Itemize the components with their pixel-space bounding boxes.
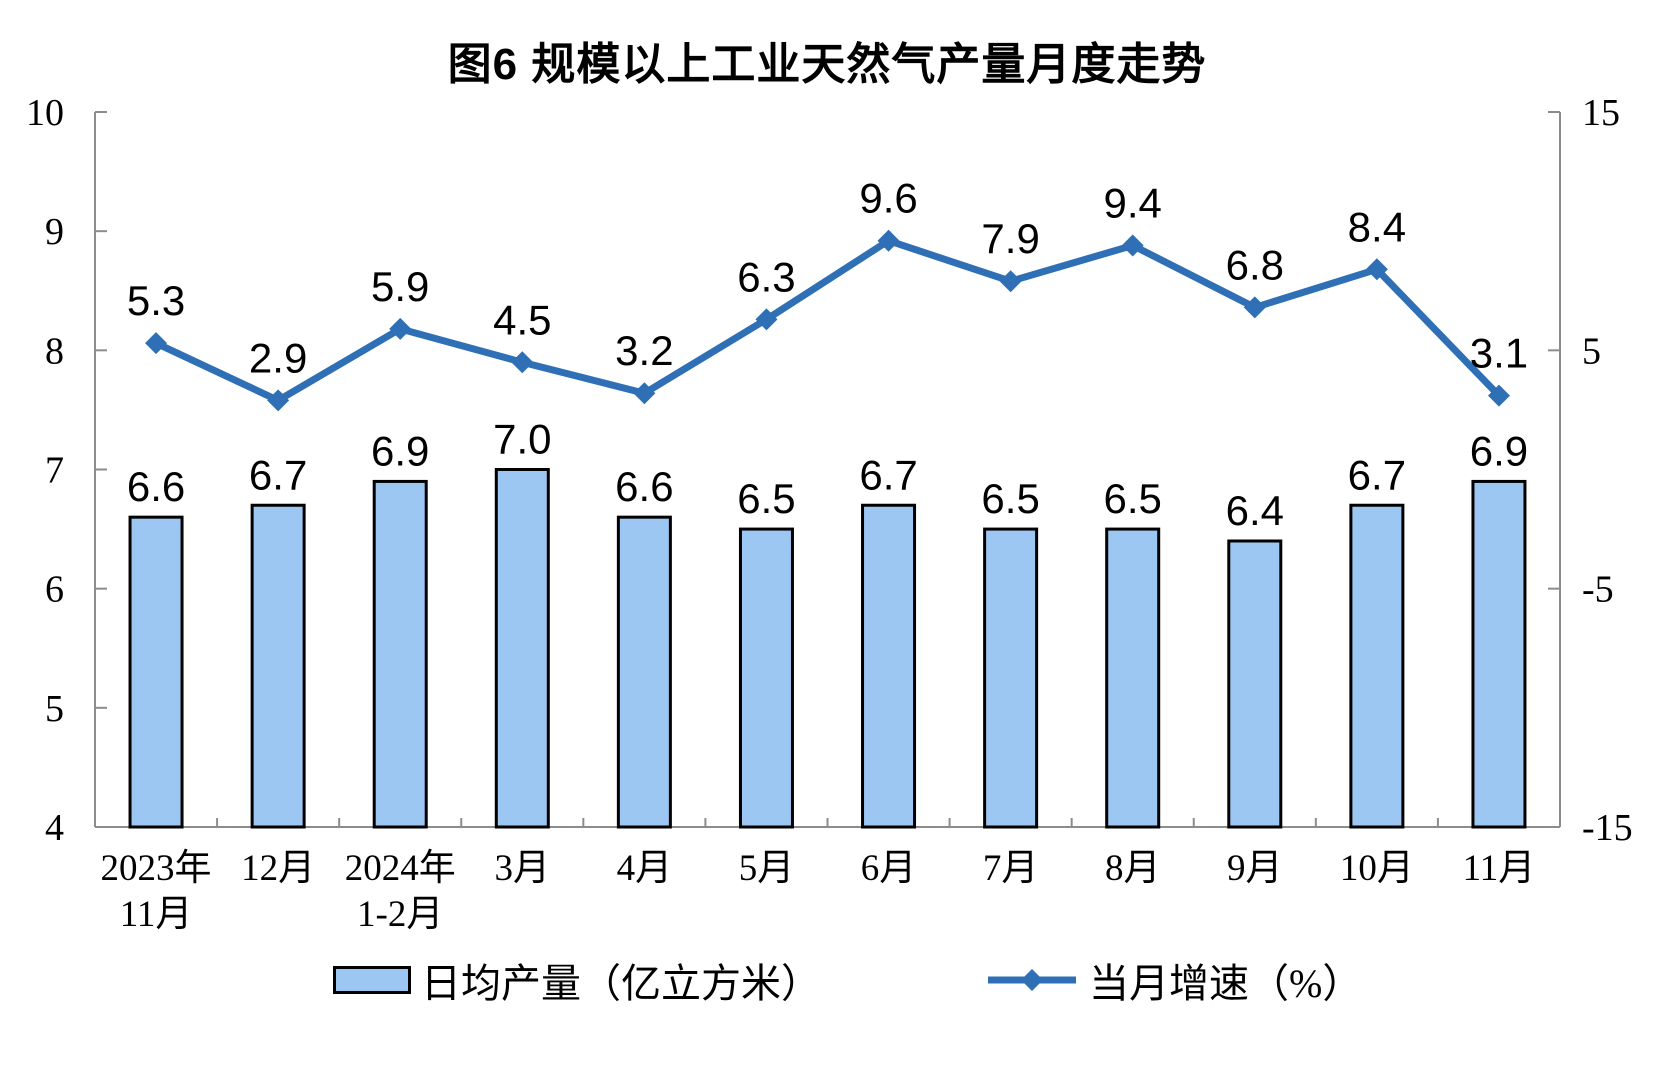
x-category-label: 3月 (495, 848, 551, 889)
line-value-label: 6.8 (1226, 241, 1284, 288)
legend-bar-swatch-icon (333, 966, 411, 994)
x-category-label: 9月 (1227, 848, 1283, 889)
legend-line-swatch-icon (988, 969, 1076, 991)
line-value-label: 6.3 (737, 253, 795, 300)
line-value-label: 3.2 (615, 327, 673, 374)
x-category-label: 2023年 (101, 847, 212, 889)
bar-value-label: 7.0 (493, 416, 551, 463)
y-axis-right-tick-label: -15 (1582, 807, 1633, 849)
y-axis-right-tick-label: 15 (1582, 92, 1620, 134)
bar-value-label: 6.5 (737, 475, 795, 522)
bar-value-label: 6.9 (371, 427, 429, 474)
line-marker-diamond-icon (267, 389, 290, 412)
line-value-label: 9.4 (1104, 179, 1162, 226)
y-axis-right-tick-label: -5 (1582, 569, 1614, 611)
legend-line-entry: 当月增速（%） (985, 956, 1362, 1006)
x-category-label: 11月 (1463, 848, 1536, 889)
legend-bar-label: 日均产量（亿立方米） (421, 961, 821, 1006)
line-value-label: 9.6 (859, 175, 917, 222)
bar (616, 515, 672, 829)
y-axis-left-tick-label: 5 (45, 688, 64, 730)
x-category-label-line2: 1-2月 (357, 894, 443, 935)
line-value-label: 5.3 (127, 277, 185, 324)
x-category-label: 7月 (983, 848, 1039, 889)
line-marker-diamond-icon (1121, 234, 1144, 257)
growth-line (152, 236, 1503, 405)
bar-value-label: 6.5 (981, 475, 1039, 522)
line-value-label: 3.1 (1470, 330, 1528, 377)
bar (983, 527, 1039, 829)
y-axis-left-tick-label: 10 (26, 92, 64, 134)
bar-value-label: 6.7 (1348, 451, 1406, 498)
x-category-label: 5月 (739, 848, 795, 889)
line-marker-diamond-icon (755, 308, 778, 331)
x-category-label: 12月 (241, 848, 315, 889)
bar (128, 515, 184, 829)
line-marker-diamond-icon (999, 270, 1022, 293)
legend-line-label: 当月增速（%） (1089, 961, 1363, 1006)
y-axis-left-tick-label: 9 (45, 211, 64, 253)
bar-value-label: 6.7 (249, 451, 307, 498)
bar-value-label: 6.5 (1104, 475, 1162, 522)
bar (1471, 479, 1527, 829)
y-axis-left-tick-label: 4 (45, 807, 64, 849)
x-category-label: 8月 (1105, 848, 1161, 889)
line-marker-diamond-icon (1365, 258, 1388, 281)
y-axis-left-tick-label: 8 (45, 330, 64, 372)
bar (494, 468, 550, 829)
y-axis-left-tick-label: 7 (45, 450, 64, 492)
bar-value-label: 6.6 (615, 463, 673, 510)
bar-value-label: 6.7 (859, 451, 917, 498)
line-value-label: 4.5 (493, 296, 551, 343)
y-axis-left-tick-label: 6 (45, 569, 64, 611)
chart-title: 图6 规模以上工业天然气产量月度走势 (447, 40, 1207, 89)
bar (738, 527, 794, 829)
x-category-label: 2024年 (345, 847, 456, 889)
bar (372, 479, 428, 829)
x-category-label: 4月 (617, 848, 673, 889)
bar (861, 503, 917, 829)
line-value-label: 8.4 (1348, 203, 1406, 250)
bar (1227, 539, 1283, 829)
line-marker-diamond-icon (877, 229, 900, 252)
bar (1105, 527, 1161, 829)
line-value-label: 5.9 (371, 263, 429, 310)
legend-line-marker-icon (1021, 969, 1043, 991)
x-category-label-line2: 11月 (120, 894, 193, 935)
y-axis-right-tick-label: 5 (1582, 330, 1601, 372)
line-marker-diamond-icon (145, 332, 168, 355)
bar-value-label: 6.4 (1226, 487, 1284, 534)
line-value-label: 2.9 (249, 334, 307, 381)
bar (1349, 503, 1405, 829)
line-marker-diamond-icon (633, 382, 656, 405)
legend-bar-entry: 日均产量（亿立方米） (333, 956, 821, 1006)
x-category-label: 6月 (861, 848, 917, 889)
bar-value-label: 6.9 (1470, 427, 1528, 474)
line-value-label: 7.9 (981, 215, 1039, 262)
line-marker-diamond-icon (389, 317, 412, 340)
line-marker-diamond-icon (1487, 384, 1510, 407)
x-category-label: 10月 (1340, 848, 1414, 889)
line-marker-diamond-icon (1243, 296, 1266, 319)
line-marker-diamond-icon (511, 351, 534, 374)
bar (250, 503, 306, 829)
bar-value-label: 6.6 (127, 463, 185, 510)
